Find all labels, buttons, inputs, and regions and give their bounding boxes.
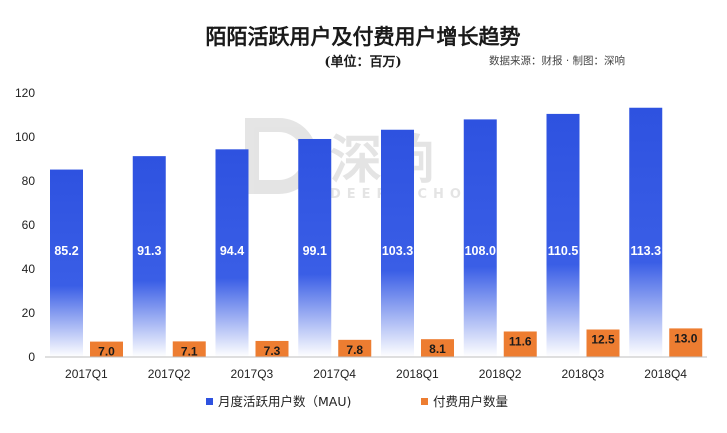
data-label-mau: 110.5 <box>548 244 579 258</box>
data-label-mau: 99.1 <box>303 244 327 258</box>
y-axis: 0 20 40 60 80 100 120 <box>15 86 35 364</box>
x-tick-label: 2017Q3 <box>231 367 274 381</box>
x-tick-label: 2017Q4 <box>313 367 356 381</box>
bar-paid <box>172 341 206 357</box>
y-tick-label: 20 <box>22 306 36 320</box>
bar-paid <box>421 339 454 357</box>
bar-mau <box>381 129 414 357</box>
data-label-paid: 11.6 <box>509 334 532 348</box>
bar-mau <box>629 107 663 358</box>
y-tick-label: 0 <box>28 350 35 364</box>
data-label-mau: 108.0 <box>465 244 496 258</box>
legend-swatch-paid <box>421 398 428 405</box>
x-tick-label: 2018Q4 <box>644 367 687 381</box>
legend-swatch-mau <box>206 398 213 405</box>
data-label-paid: 8.1 <box>429 342 446 356</box>
x-tick-label: 2017Q2 <box>148 367 191 381</box>
bar-mau <box>546 113 580 358</box>
data-label-mau: 103.3 <box>382 244 413 258</box>
data-label-paid: 7.8 <box>346 343 363 357</box>
legend-item-mau: 月度活跃用户数（MAU) <box>206 394 351 409</box>
legend-label-paid: 付费用户数量 <box>433 394 508 409</box>
x-tick-label: 2018Q3 <box>562 367 605 381</box>
data-label-mau: 91.3 <box>137 244 161 258</box>
bar-paid <box>90 341 123 357</box>
legend: 月度活跃用户数（MAU) 付费用户数量 <box>206 394 508 409</box>
data-label-paid: 7.0 <box>98 345 115 359</box>
legend-label-mau: 月度活跃用户数（MAU) <box>218 394 351 409</box>
x-tick-label: 2017Q1 <box>65 367 108 381</box>
chart-subtitle: (单位：百万) <box>324 54 401 70</box>
data-label-paid: 13.0 <box>674 331 698 345</box>
y-tick-label: 40 <box>22 262 36 276</box>
data-label-mau: 113.3 <box>630 244 661 258</box>
bar-paid <box>586 329 620 357</box>
watermark: 深响 DEEP ECHO <box>245 118 461 202</box>
bar-paid <box>669 328 703 357</box>
bar-mau <box>463 119 497 358</box>
bar-mau <box>132 156 166 357</box>
chart-title: 陌陌活跃用户及付费用户增长趋势 <box>206 24 521 49</box>
legend-item-paid: 付费用户数量 <box>421 394 508 409</box>
y-tick-label: 60 <box>22 218 36 232</box>
bar-mau <box>50 169 83 357</box>
x-axis: 2017Q1 2017Q2 2017Q3 2017Q4 2018Q1 2018Q2 2018… <box>45 356 707 381</box>
bar-mau <box>215 149 249 357</box>
bar-paid <box>255 340 289 357</box>
data-label-paid: 12.5 <box>591 333 615 347</box>
data-label-mau: 85.2 <box>54 244 78 258</box>
x-tick-label: 2018Q2 <box>479 367 522 381</box>
y-tick-label: 80 <box>22 174 36 188</box>
x-tick-label: 2018Q1 <box>396 367 439 381</box>
data-label-mau: 94.4 <box>220 244 244 258</box>
bar-paid <box>503 331 537 357</box>
bar-mau <box>298 138 332 357</box>
bars-layer: 85.2 7.0 91.3 7.1 94.4 7.3 99.1 7.8 103.3 8.1 108.… <box>50 107 703 359</box>
y-tick-label: 120 <box>15 86 35 100</box>
bar-paid <box>338 339 372 357</box>
data-label-paid: 7.3 <box>264 344 281 358</box>
data-label-paid: 7.1 <box>181 344 198 358</box>
y-tick-label: 100 <box>15 130 35 144</box>
chart-source: 数据来源：财报 · 制图：深响 <box>489 54 625 67</box>
